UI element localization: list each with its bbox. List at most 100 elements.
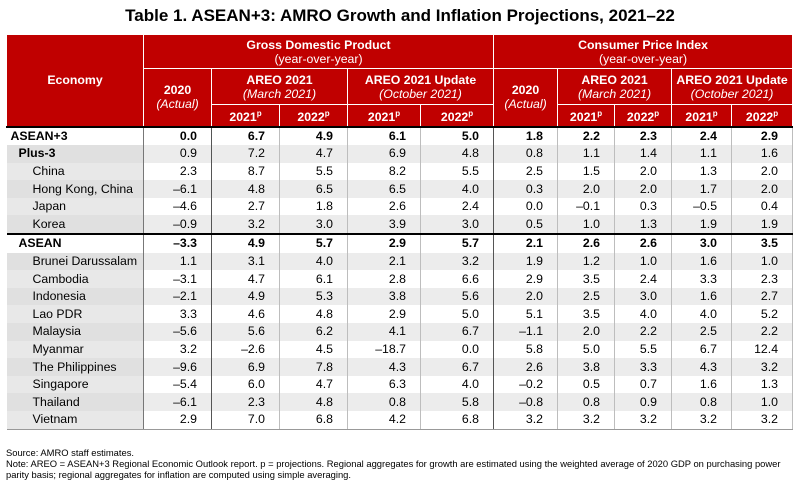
table-cell: 4.8 [279, 305, 348, 324]
header-2022p: 2022p [419, 104, 495, 127]
table-cell: –2.6 [211, 340, 280, 359]
table-row: Thailand –6.1 2.3 4.8 0.8 5.8 –0.8 0.8 0.9 0.8 1.0 [6, 393, 794, 411]
table-row: ASEAN+3 0.0 6.7 4.9 6.1 5.0 1.8 2.2 2.3 2.4 2.9 [6, 125, 794, 146]
source-note: Source: AMRO staff estimates. [6, 447, 134, 458]
table-cell: 1.6 [731, 145, 794, 163]
table-cell: 0.4 [731, 197, 794, 216]
economy-name: Cambodia [6, 270, 144, 288]
table-cell: 2.2 [731, 323, 794, 341]
table-cell: 4.8 [279, 393, 348, 411]
header-cpi-areo-update: AREO 2021 Update (October 2021) [671, 68, 794, 105]
header-year-2020: 2020 [163, 83, 192, 98]
table-row: The Philippines –9.6 6.9 7.8 4.3 6.7 2.6 3.8 3.3… [6, 358, 794, 376]
table-row: China 2.3 8.7 5.5 8.2 5.5 2.5 1.5 2.0 1.3 2.0 [6, 162, 794, 181]
table-cell: 2.3 [614, 125, 673, 146]
table-cell: 1.1 [671, 145, 733, 163]
table-cell: 3.5 [557, 270, 616, 288]
table-cell: 0.9 [143, 145, 212, 163]
economy-name: Plus-3 [6, 145, 144, 163]
table-cell: 5.8 [420, 393, 495, 411]
table-cell: 5.0 [420, 305, 495, 324]
table-cell: 2.3 [143, 162, 212, 181]
table-cell: 3.0 [671, 233, 733, 253]
header-areo2021-date: (March 2021) [577, 86, 652, 101]
table-cell: 1.7 [671, 180, 733, 198]
table-cell: –6.1 [143, 393, 212, 411]
table-cell: 2.4 [420, 197, 495, 216]
table-cell: 8.7 [211, 162, 280, 181]
table-cell: 6.1 [347, 125, 421, 146]
table-cell: 5.6 [211, 323, 280, 341]
table-cell: 7.8 [279, 358, 348, 376]
table-cell: 3.2 [671, 411, 733, 430]
table-cell: 12.4 [731, 340, 794, 359]
table-cell: 4.7 [211, 270, 280, 288]
table-cell: 4.5 [279, 340, 348, 359]
table-cell: 3.3 [671, 270, 733, 288]
table-cell: –5.6 [143, 323, 212, 341]
economy-name: Singapore [6, 375, 144, 394]
table-cell: 2.0 [493, 287, 559, 306]
table-cell: 2.5 [671, 323, 733, 341]
table-cell: 1.9 [493, 252, 559, 271]
economy-name: Lao PDR [6, 305, 144, 324]
table-cell: 3.2 [143, 340, 212, 359]
table-cell: 2.2 [614, 323, 673, 341]
table-cell: 0.5 [557, 375, 616, 394]
table-cell: 2.9 [731, 125, 794, 146]
header-gdp-areo-update: AREO 2021 Update (October 2021) [346, 68, 495, 105]
table-cell: 2.6 [347, 197, 421, 216]
header-actual: (Actual) [504, 97, 547, 112]
table-cell: –4.6 [143, 197, 212, 216]
table-cell: 6.7 [420, 323, 495, 341]
table-cell: 1.3 [614, 215, 673, 235]
economy-name: Japan [6, 197, 144, 216]
table-row: ASEAN –3.3 4.9 5.7 2.9 5.7 2.1 2.6 2.6 3.0 3.5 [6, 233, 794, 253]
table-cell: 6.8 [420, 411, 495, 430]
header-2022p: 2022p [279, 104, 348, 127]
table-cell: 5.1 [493, 305, 559, 324]
table-cell: 4.7 [279, 145, 348, 163]
header-gdp-label: Gross Domestic Product [246, 37, 391, 52]
table-cell: 1.2 [557, 252, 616, 271]
table-cell: 0.3 [493, 180, 559, 198]
table-cell: –0.5 [671, 197, 733, 216]
table-cell: 6.5 [279, 180, 348, 198]
header-areo2021-date: (March 2021) [242, 86, 317, 101]
table-cell: 3.8 [347, 287, 421, 306]
table-cell: 5.5 [420, 162, 495, 181]
header-2021p: 2021p [671, 104, 733, 127]
table-row: Japan –4.6 2.7 1.8 2.6 2.4 0.0 –0.1 0.3 –0.5 0.4 [6, 197, 794, 216]
table-cell: –1.1 [493, 323, 559, 341]
table-cell: 0.8 [493, 145, 559, 163]
table-cell: 3.2 [420, 252, 495, 271]
table-cell: 2.0 [614, 180, 673, 198]
table-cell: 3.2 [731, 411, 794, 430]
economy-name: Vietnam [6, 411, 144, 430]
header-gdp: Gross Domestic Product (year-over-year) [142, 34, 495, 69]
table-cell: 3.2 [211, 215, 280, 235]
header-economy: Economy [6, 34, 144, 127]
table-cell: 6.7 [420, 358, 495, 376]
table-cell: 2.0 [557, 180, 616, 198]
table-cell: 6.0 [211, 375, 280, 394]
header-actual: (Actual) [156, 97, 199, 112]
table-cell: 1.8 [279, 197, 348, 216]
table-row: Malaysia –5.6 5.6 6.2 4.1 6.7 –1.1 2.0 2.2 2.5 2.2 [6, 323, 794, 341]
table-cell: –3.1 [143, 270, 212, 288]
table-cell: 2.2 [557, 125, 616, 146]
table-cell: 1.9 [671, 215, 733, 235]
table-cell: 2.6 [614, 233, 673, 253]
table-row: Indonesia –2.1 4.9 5.3 3.8 5.6 2.0 2.5 3.0 1.6 2.7 [6, 287, 794, 306]
economy-name: China [6, 162, 144, 181]
table-row: Brunei Darussalam 1.1 3.1 4.0 2.1 3.2 1.9 1.2 1.… [6, 252, 794, 271]
table-cell: 1.0 [557, 215, 616, 235]
table-cell: 2.9 [143, 411, 212, 430]
table-cell: 2.0 [731, 180, 794, 198]
table-body: ASEAN+3 0.0 6.7 4.9 6.1 5.0 1.8 2.2 2.3 2.4 2.9 Plu… [6, 125, 794, 430]
table-cell: 3.3 [614, 358, 673, 376]
table-cell: 2.4 [614, 270, 673, 288]
table-cell: –2.1 [143, 287, 212, 306]
table-cell: 6.2 [279, 323, 348, 341]
table-row: Singapore –5.4 6.0 4.7 6.3 4.0 –0.2 0.5 0.7 1.6 1.… [6, 375, 794, 394]
